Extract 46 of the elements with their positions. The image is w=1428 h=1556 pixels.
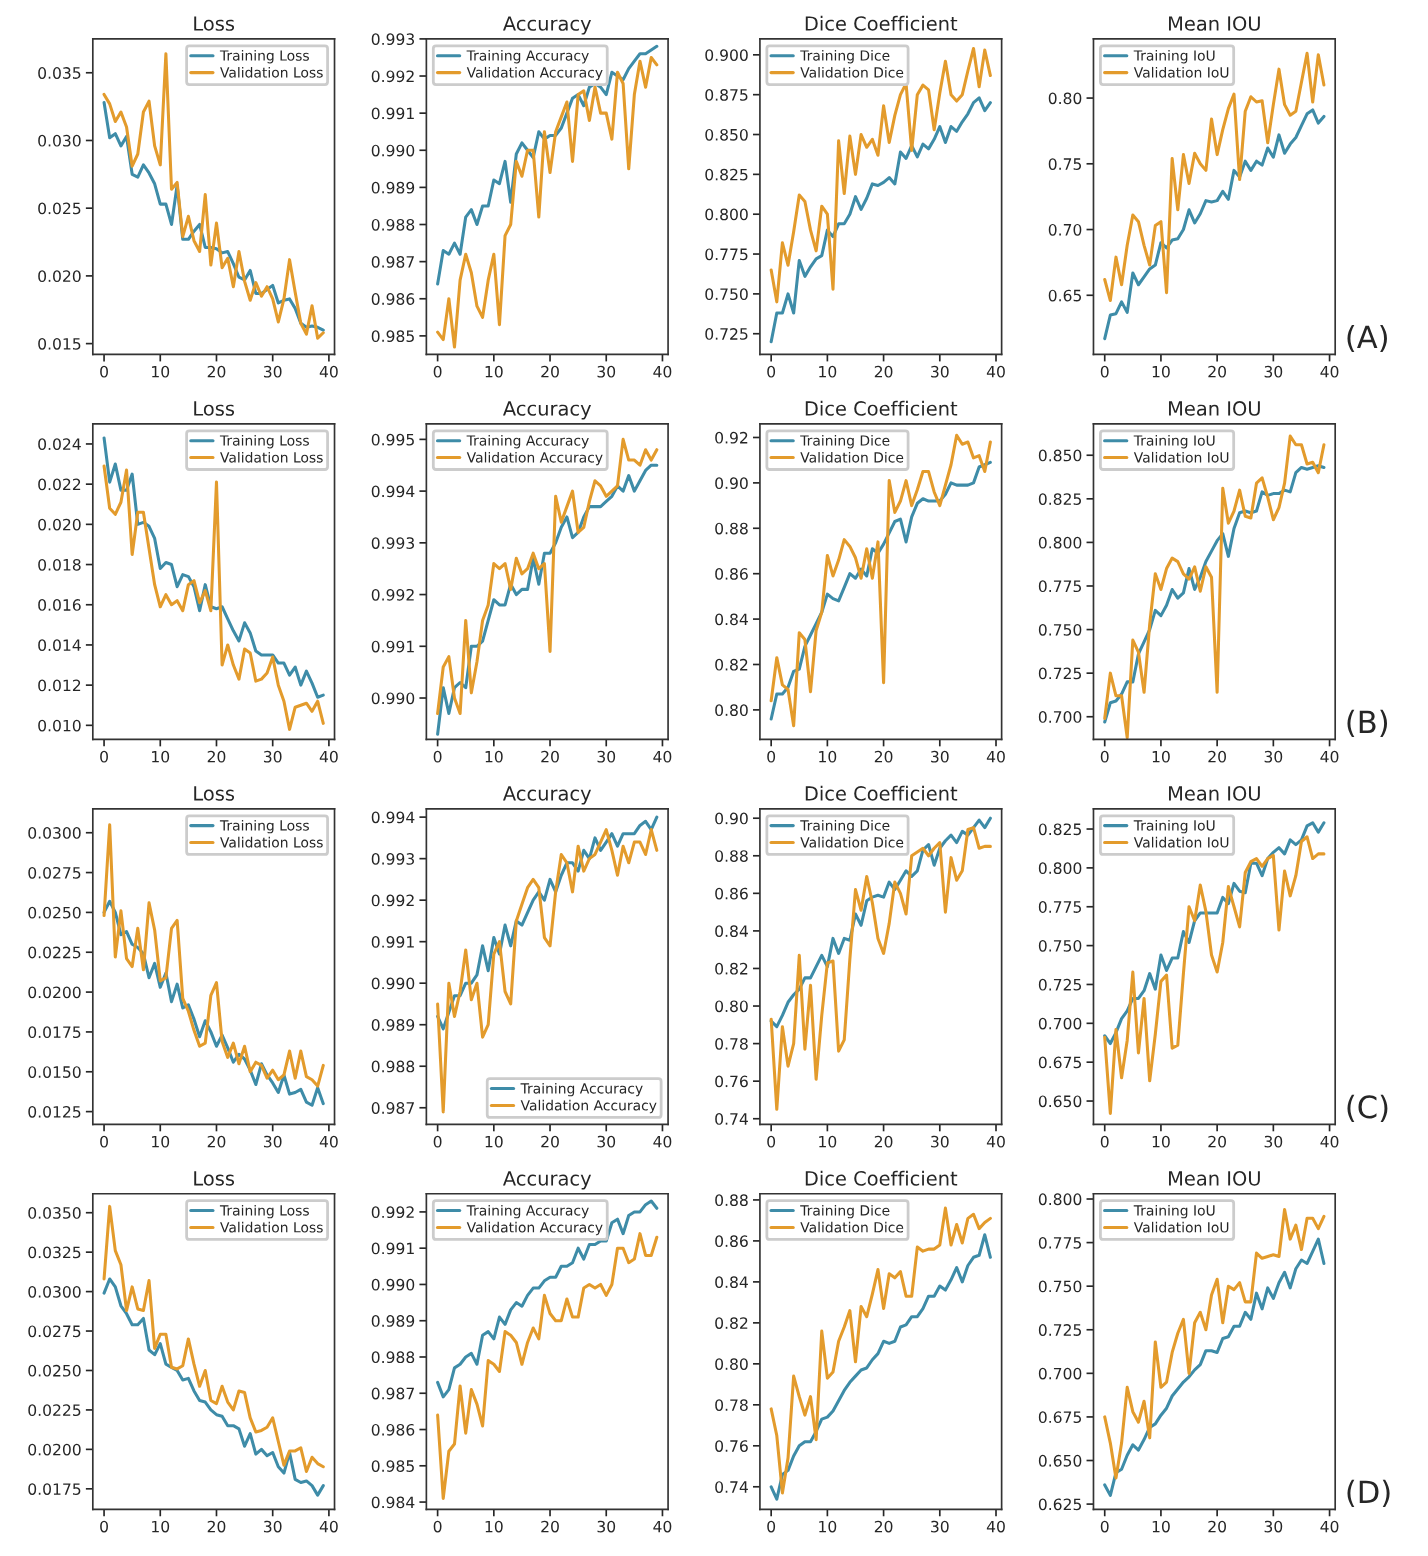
chart-title: Dice Coefficient <box>805 400 958 416</box>
chart-title: Mean IOU <box>1169 1171 1260 1186</box>
line-series <box>102 1277 325 1497</box>
line-series <box>436 1232 659 1500</box>
chart-title: Dice Coefficient <box>805 1170 958 1186</box>
line-series <box>769 96 992 344</box>
line-series <box>436 44 659 286</box>
text: (A) <box>1347 324 1387 353</box>
chart-title: Dice Coefficient <box>805 785 958 801</box>
line-series <box>1103 464 1326 724</box>
line-series <box>1103 1237 1326 1497</box>
line-series <box>102 436 325 699</box>
line-series <box>1103 108 1326 341</box>
line-series <box>102 899 325 1107</box>
chart-title: Mean IOU <box>1169 16 1260 31</box>
line-series <box>436 815 659 1031</box>
line-series <box>102 52 325 340</box>
line-series <box>1103 434 1326 740</box>
line-series <box>436 437 659 716</box>
line-series <box>102 823 325 1088</box>
text: (C) <box>1347 1094 1388 1123</box>
text: (D) <box>1347 1479 1390 1507</box>
chart-title: Dice Coefficient <box>805 15 958 31</box>
chart-title: Accuracy <box>502 786 592 805</box>
line-series <box>1103 835 1326 1116</box>
line-series <box>436 828 659 1114</box>
line-series <box>1103 1207 1326 1480</box>
chart-title: Accuracy <box>502 16 592 35</box>
chart-title: Loss <box>194 401 235 416</box>
line-series <box>102 464 325 731</box>
chart-title: Accuracy <box>502 1171 592 1190</box>
line-series <box>1103 821 1326 1046</box>
line-series <box>1103 51 1326 303</box>
chart-title: Accuracy <box>502 401 592 420</box>
line-series <box>436 463 659 736</box>
chart-title: Mean IOU <box>1169 786 1260 801</box>
text: (B) <box>1347 709 1388 738</box>
chart-title: Loss <box>194 16 235 31</box>
line-series <box>102 101 325 332</box>
chart-title: Mean IOU <box>1169 401 1260 416</box>
chart-title: Loss <box>194 1171 235 1186</box>
chart-title: Loss <box>194 786 235 801</box>
line-series <box>102 1204 325 1473</box>
line-series <box>436 1199 659 1399</box>
line-series <box>769 816 992 1029</box>
line-series <box>769 46 992 304</box>
